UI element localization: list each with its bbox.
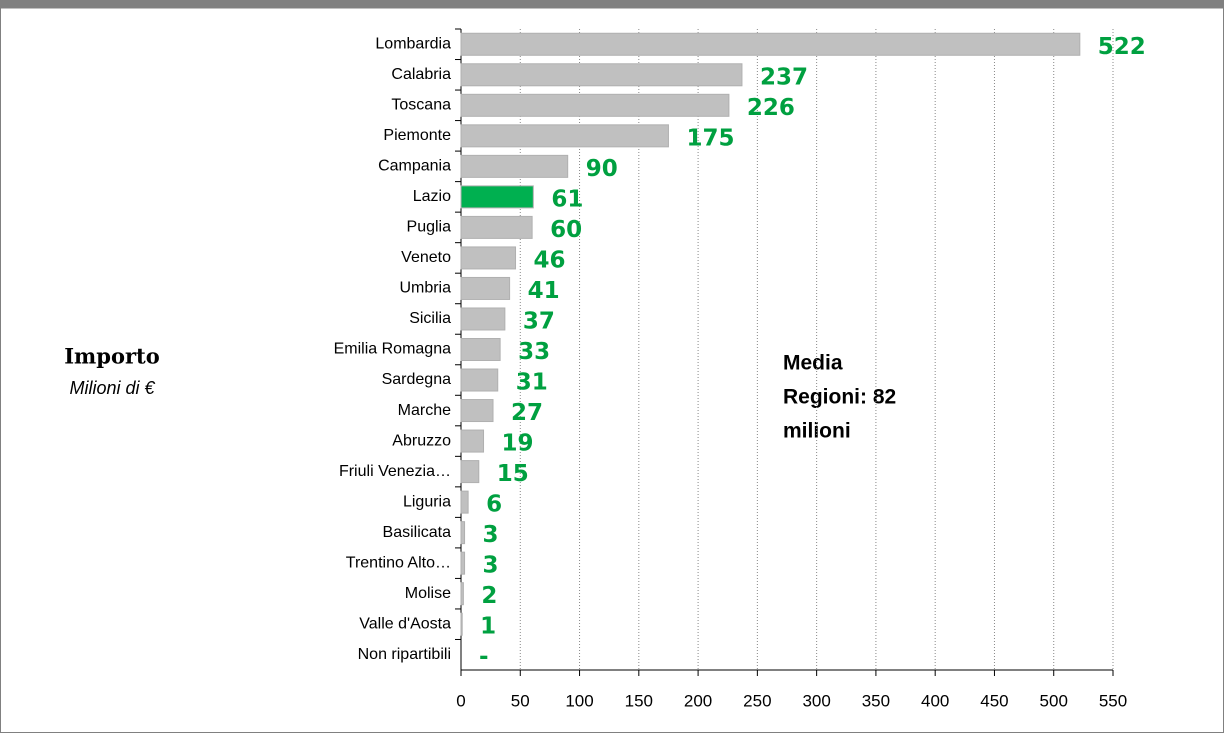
bar bbox=[460, 32, 1081, 56]
y-tick-label: Umbria bbox=[399, 280, 451, 297]
bar bbox=[460, 490, 469, 514]
value-label: 15 bbox=[497, 461, 529, 487]
y-tick-label: Marche bbox=[398, 402, 451, 419]
value-label: 60 bbox=[550, 217, 582, 243]
x-tick-label: 400 bbox=[921, 691, 949, 710]
y-tick-label: Puglia bbox=[407, 219, 452, 236]
bar bbox=[460, 368, 499, 392]
y-tick-label: Molise bbox=[405, 585, 451, 602]
bar bbox=[460, 551, 466, 575]
value-label: 61 bbox=[551, 186, 583, 212]
value-label: 46 bbox=[534, 247, 566, 273]
y-tick-label: Trentino Alto… bbox=[346, 554, 451, 571]
y-tick-label: Veneto bbox=[401, 249, 451, 266]
value-label: - bbox=[479, 644, 489, 670]
annotation: Media bbox=[783, 352, 843, 375]
x-tick-label: 150 bbox=[625, 691, 653, 710]
top-band bbox=[0, 0, 1224, 8]
bar bbox=[460, 63, 743, 87]
x-tick-label: 50 bbox=[511, 691, 530, 710]
x-tick-label: 200 bbox=[684, 691, 712, 710]
bar bbox=[460, 154, 569, 178]
bar bbox=[460, 429, 485, 453]
value-label: 90 bbox=[586, 156, 618, 182]
x-tick-label: 300 bbox=[802, 691, 830, 710]
x-tick-label: 0 bbox=[456, 691, 465, 710]
axis-subtitle: Milioni di € bbox=[69, 378, 155, 398]
y-tick-label: Valle d'Aosta bbox=[359, 615, 451, 632]
y-tick-label: Toscana bbox=[391, 97, 451, 114]
y-tick-label: Sardegna bbox=[382, 371, 451, 388]
x-tick-label: 250 bbox=[743, 691, 771, 710]
value-label: 1 bbox=[480, 614, 496, 640]
value-label: 226 bbox=[747, 95, 795, 121]
x-tick-label: 450 bbox=[980, 691, 1008, 710]
value-label: 41 bbox=[528, 278, 560, 304]
y-tick-label: Liguria bbox=[403, 493, 451, 510]
value-label: 6 bbox=[486, 492, 502, 518]
y-tick-label: Emilia Romagna bbox=[334, 341, 451, 358]
bar bbox=[460, 612, 463, 636]
value-label: 37 bbox=[523, 308, 555, 334]
y-tick-label: Campania bbox=[378, 158, 451, 175]
value-label: 31 bbox=[516, 370, 548, 396]
y-tick-label: Lazio bbox=[413, 188, 451, 205]
y-tick-label: Piemonte bbox=[383, 127, 451, 144]
y-tick-label: Sicilia bbox=[409, 310, 451, 327]
y-tick-label: Abruzzo bbox=[392, 432, 451, 449]
value-label: 3 bbox=[483, 553, 499, 579]
bar bbox=[460, 215, 533, 239]
bar bbox=[460, 246, 517, 270]
bar bbox=[460, 582, 464, 606]
y-tick-label: Non ripartibili bbox=[358, 646, 451, 663]
bar bbox=[460, 338, 501, 361]
axis-title: Importo bbox=[64, 344, 160, 369]
value-label: 175 bbox=[686, 125, 734, 151]
bar bbox=[460, 399, 494, 423]
value-label: 3 bbox=[483, 522, 499, 548]
value-label: 522 bbox=[1098, 34, 1146, 60]
y-tick-label: Friuli Venezia… bbox=[339, 463, 451, 480]
x-tick-label: 350 bbox=[862, 691, 890, 710]
bar bbox=[460, 460, 480, 484]
x-tick-label: 550 bbox=[1099, 691, 1127, 710]
bar bbox=[460, 521, 466, 545]
bar bbox=[460, 307, 506, 331]
y-tick-label: Basilicata bbox=[383, 524, 452, 541]
bar bbox=[460, 276, 511, 300]
bar bbox=[460, 185, 534, 209]
bar bbox=[460, 93, 730, 117]
x-tick-label: 500 bbox=[1040, 691, 1068, 710]
y-tick-label: Calabria bbox=[391, 66, 451, 83]
annotation: Regioni: 82 bbox=[783, 386, 896, 409]
y-tick-label: Lombardia bbox=[375, 35, 451, 52]
value-label: 2 bbox=[481, 583, 497, 609]
bar bbox=[460, 124, 669, 148]
value-label: 237 bbox=[760, 64, 808, 90]
value-label: 27 bbox=[511, 400, 543, 426]
value-label: 19 bbox=[502, 431, 534, 457]
x-tick-label: 100 bbox=[565, 691, 593, 710]
value-label: 33 bbox=[518, 339, 550, 365]
